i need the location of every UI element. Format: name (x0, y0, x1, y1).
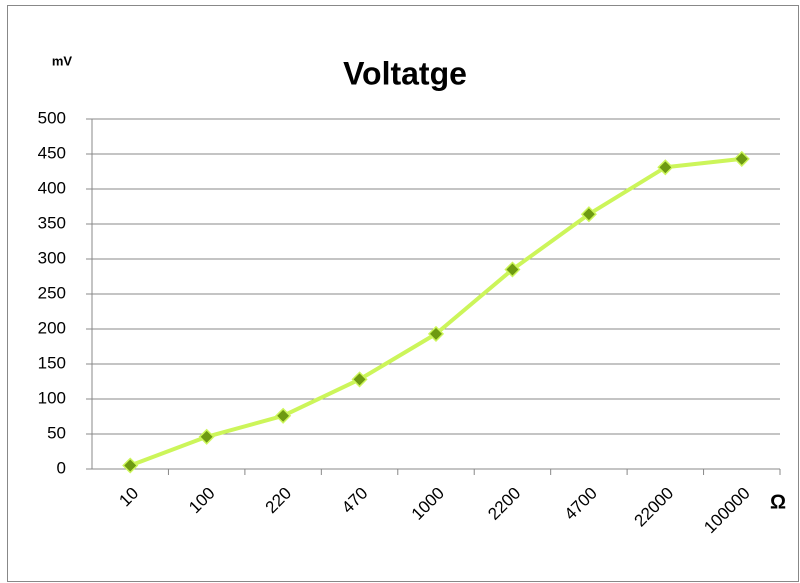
data-marker (198, 428, 215, 445)
y-tick-label: 300 (38, 248, 66, 267)
data-marker (122, 457, 139, 474)
y-tick-label: 500 (38, 108, 66, 127)
y-tick-label: 50 (47, 423, 66, 442)
data-marker (733, 150, 750, 167)
y-tick-label: 100 (38, 388, 66, 407)
data-marker (275, 407, 292, 424)
y-axis-label: mV (52, 53, 73, 68)
y-tick-label: 150 (38, 353, 66, 372)
data-marker (427, 325, 445, 342)
y-tick-label: 400 (38, 178, 66, 197)
chart-title: Voltatge (343, 55, 467, 91)
y-tick-label: 0 (57, 458, 66, 477)
x-axis-label: Ω (770, 491, 786, 513)
y-tick-label: 250 (38, 283, 66, 302)
data-marker (657, 159, 674, 176)
data-marker (504, 261, 521, 278)
y-tick-label: 450 (38, 143, 66, 162)
y-tick-label: 200 (38, 318, 66, 337)
data-marker (580, 206, 597, 223)
data-marker (351, 371, 368, 388)
y-tick-label: 350 (38, 213, 66, 232)
